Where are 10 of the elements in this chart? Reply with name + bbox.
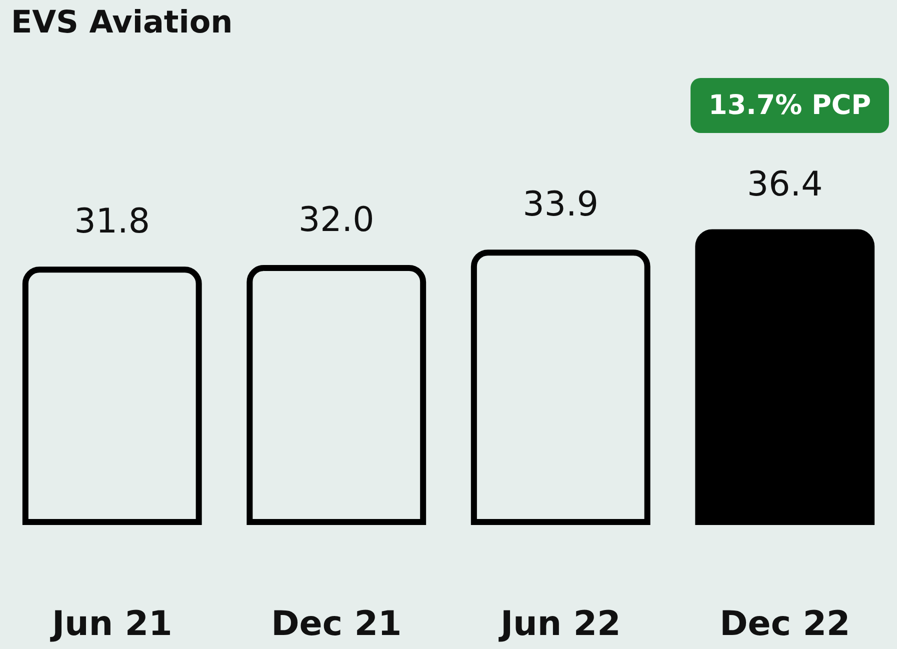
x-tick-label: Dec 22 [720, 604, 850, 644]
data-label: 33.9 [522, 184, 598, 225]
data-label: 31.8 [74, 202, 150, 242]
x-tick-label: Jun 22 [498, 604, 621, 644]
x-tick-label: Jun 21 [50, 604, 172, 644]
x-tick-label: Dec 21 [271, 604, 402, 644]
text: 13.7% PCP [708, 90, 872, 121]
data-label: 36.4 [747, 164, 823, 204]
chart-title: EVS Aviation [11, 4, 233, 40]
data-label: 32.0 [298, 200, 374, 240]
